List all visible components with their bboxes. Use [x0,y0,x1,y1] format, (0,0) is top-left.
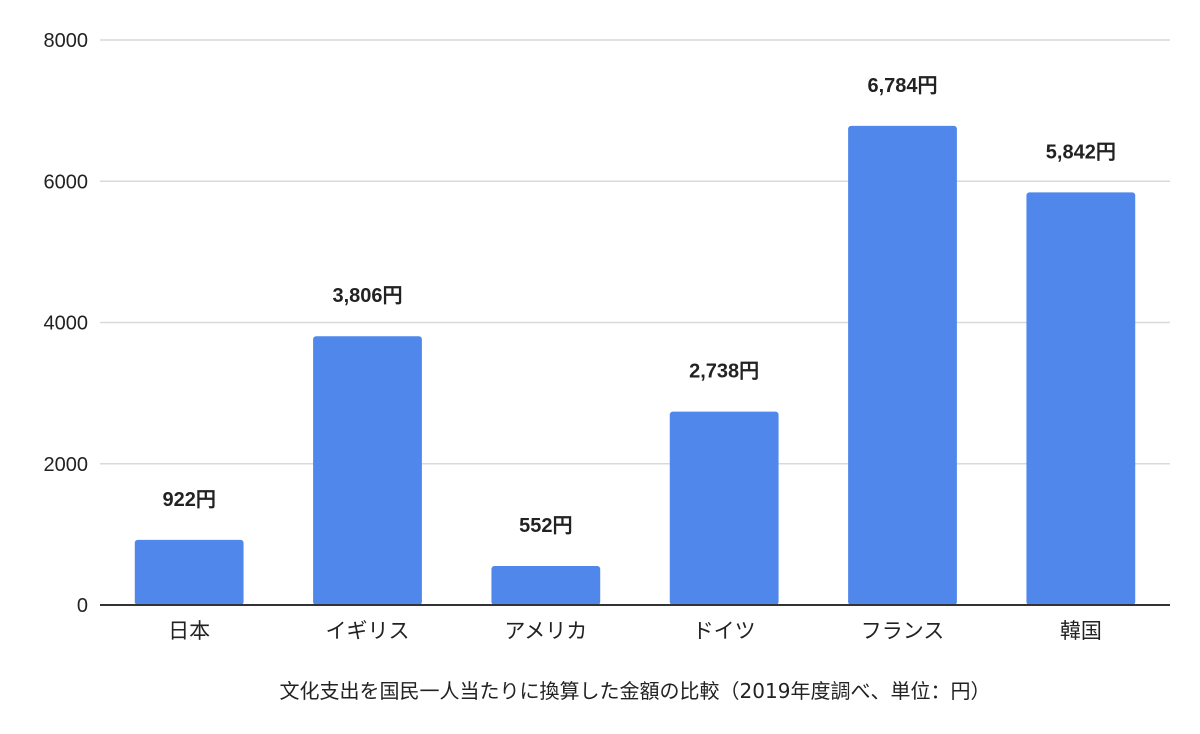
data-label: 552円 [519,515,572,537]
bar [1026,192,1136,605]
x-category-label: ドイツ [693,619,756,643]
bar [313,336,422,605]
y-tick-label: 8000 [44,30,89,52]
y-tick-label: 0 [77,595,88,617]
data-label: 3,806円 [332,285,402,307]
x-category-label: 日本 [168,619,210,643]
x-axis-title: 文化支出を国民一人当たりに換算した金額の比較（2019年度調べ、単位：円） [280,679,991,703]
x-axis-categories: 日本 イギリス アメリカ ドイツ フランス 韓国 [168,619,1102,643]
bars [134,125,1136,605]
data-label: 2,738円 [689,361,759,383]
bar [491,566,601,605]
y-tick-label: 2000 [44,454,89,476]
bar [848,125,957,605]
x-category-label: フランス [861,619,945,643]
bar [134,539,244,605]
gridlines [100,39,1170,465]
x-category-label: アメリカ [504,619,587,643]
data-label: 6,784円 [867,75,937,97]
data-labels: 922円 3,806円 552円 2,738円 6,784円 5,842円 [162,75,1115,537]
x-category-label: 韓国 [1060,619,1102,643]
bar [669,411,779,605]
data-label: 922円 [162,489,215,511]
x-category-label: イギリス [326,619,410,643]
y-tick-label: 6000 [44,171,89,193]
y-tick-label: 4000 [44,313,89,335]
y-axis-ticks: 0 2000 4000 6000 8000 [44,30,89,617]
data-label: 5,842円 [1046,141,1116,163]
